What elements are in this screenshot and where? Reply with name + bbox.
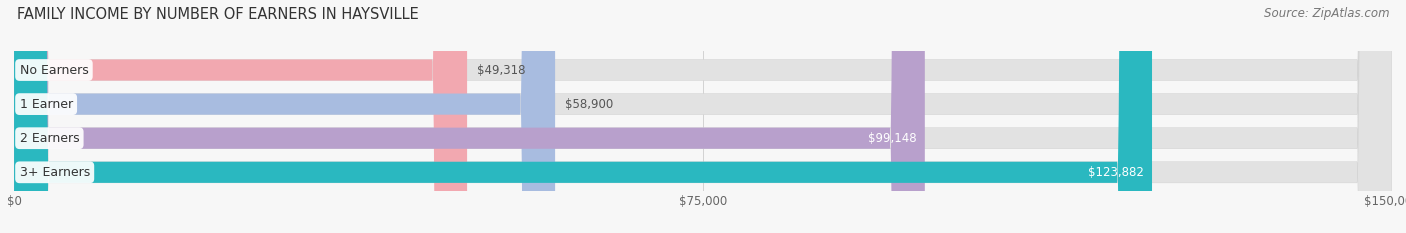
Text: $99,148: $99,148 [868,132,917,145]
FancyBboxPatch shape [14,0,1152,233]
Text: $123,882: $123,882 [1088,166,1143,179]
FancyBboxPatch shape [14,0,1392,233]
Text: 1 Earner: 1 Earner [20,98,73,111]
Text: 2 Earners: 2 Earners [20,132,79,145]
FancyBboxPatch shape [14,0,1392,233]
Text: $58,900: $58,900 [565,98,613,111]
Text: No Earners: No Earners [20,64,89,76]
FancyBboxPatch shape [14,0,925,233]
FancyBboxPatch shape [14,0,467,233]
Text: FAMILY INCOME BY NUMBER OF EARNERS IN HAYSVILLE: FAMILY INCOME BY NUMBER OF EARNERS IN HA… [17,7,419,22]
Text: Source: ZipAtlas.com: Source: ZipAtlas.com [1264,7,1389,20]
Text: 3+ Earners: 3+ Earners [20,166,90,179]
FancyBboxPatch shape [14,0,555,233]
Text: $49,318: $49,318 [477,64,526,76]
FancyBboxPatch shape [14,0,1392,233]
FancyBboxPatch shape [14,0,1392,233]
